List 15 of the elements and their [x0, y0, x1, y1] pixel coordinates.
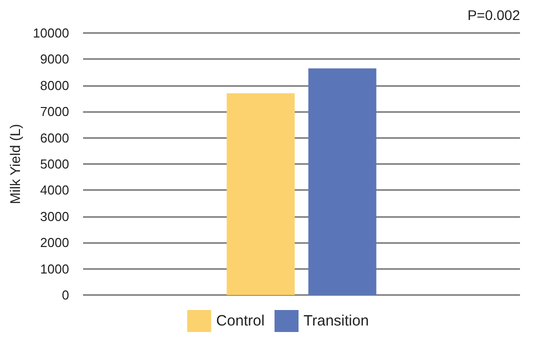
y-tick-label: 10000: [32, 26, 70, 40]
y-tick-label: 9000: [40, 52, 70, 67]
y-tick-label: 5000: [40, 156, 70, 172]
y-tick-label: 1000: [40, 261, 70, 276]
text: P=0.002: [467, 7, 520, 23]
y-tick-label: 0: [62, 288, 70, 302]
y-axis-title: Milk Yield (L): [7, 124, 23, 204]
y-tick-label: 2000: [40, 235, 70, 250]
y-tick-label: 4000: [40, 182, 70, 198]
y-tick-label: 6000: [40, 130, 70, 146]
legend-label: Control: [216, 312, 265, 330]
y-tick-label: 3000: [40, 208, 70, 224]
legend-label: Transition: [304, 312, 369, 330]
y-tick-label: 8000: [40, 78, 70, 93]
y-tick-label: 7000: [40, 104, 70, 120]
